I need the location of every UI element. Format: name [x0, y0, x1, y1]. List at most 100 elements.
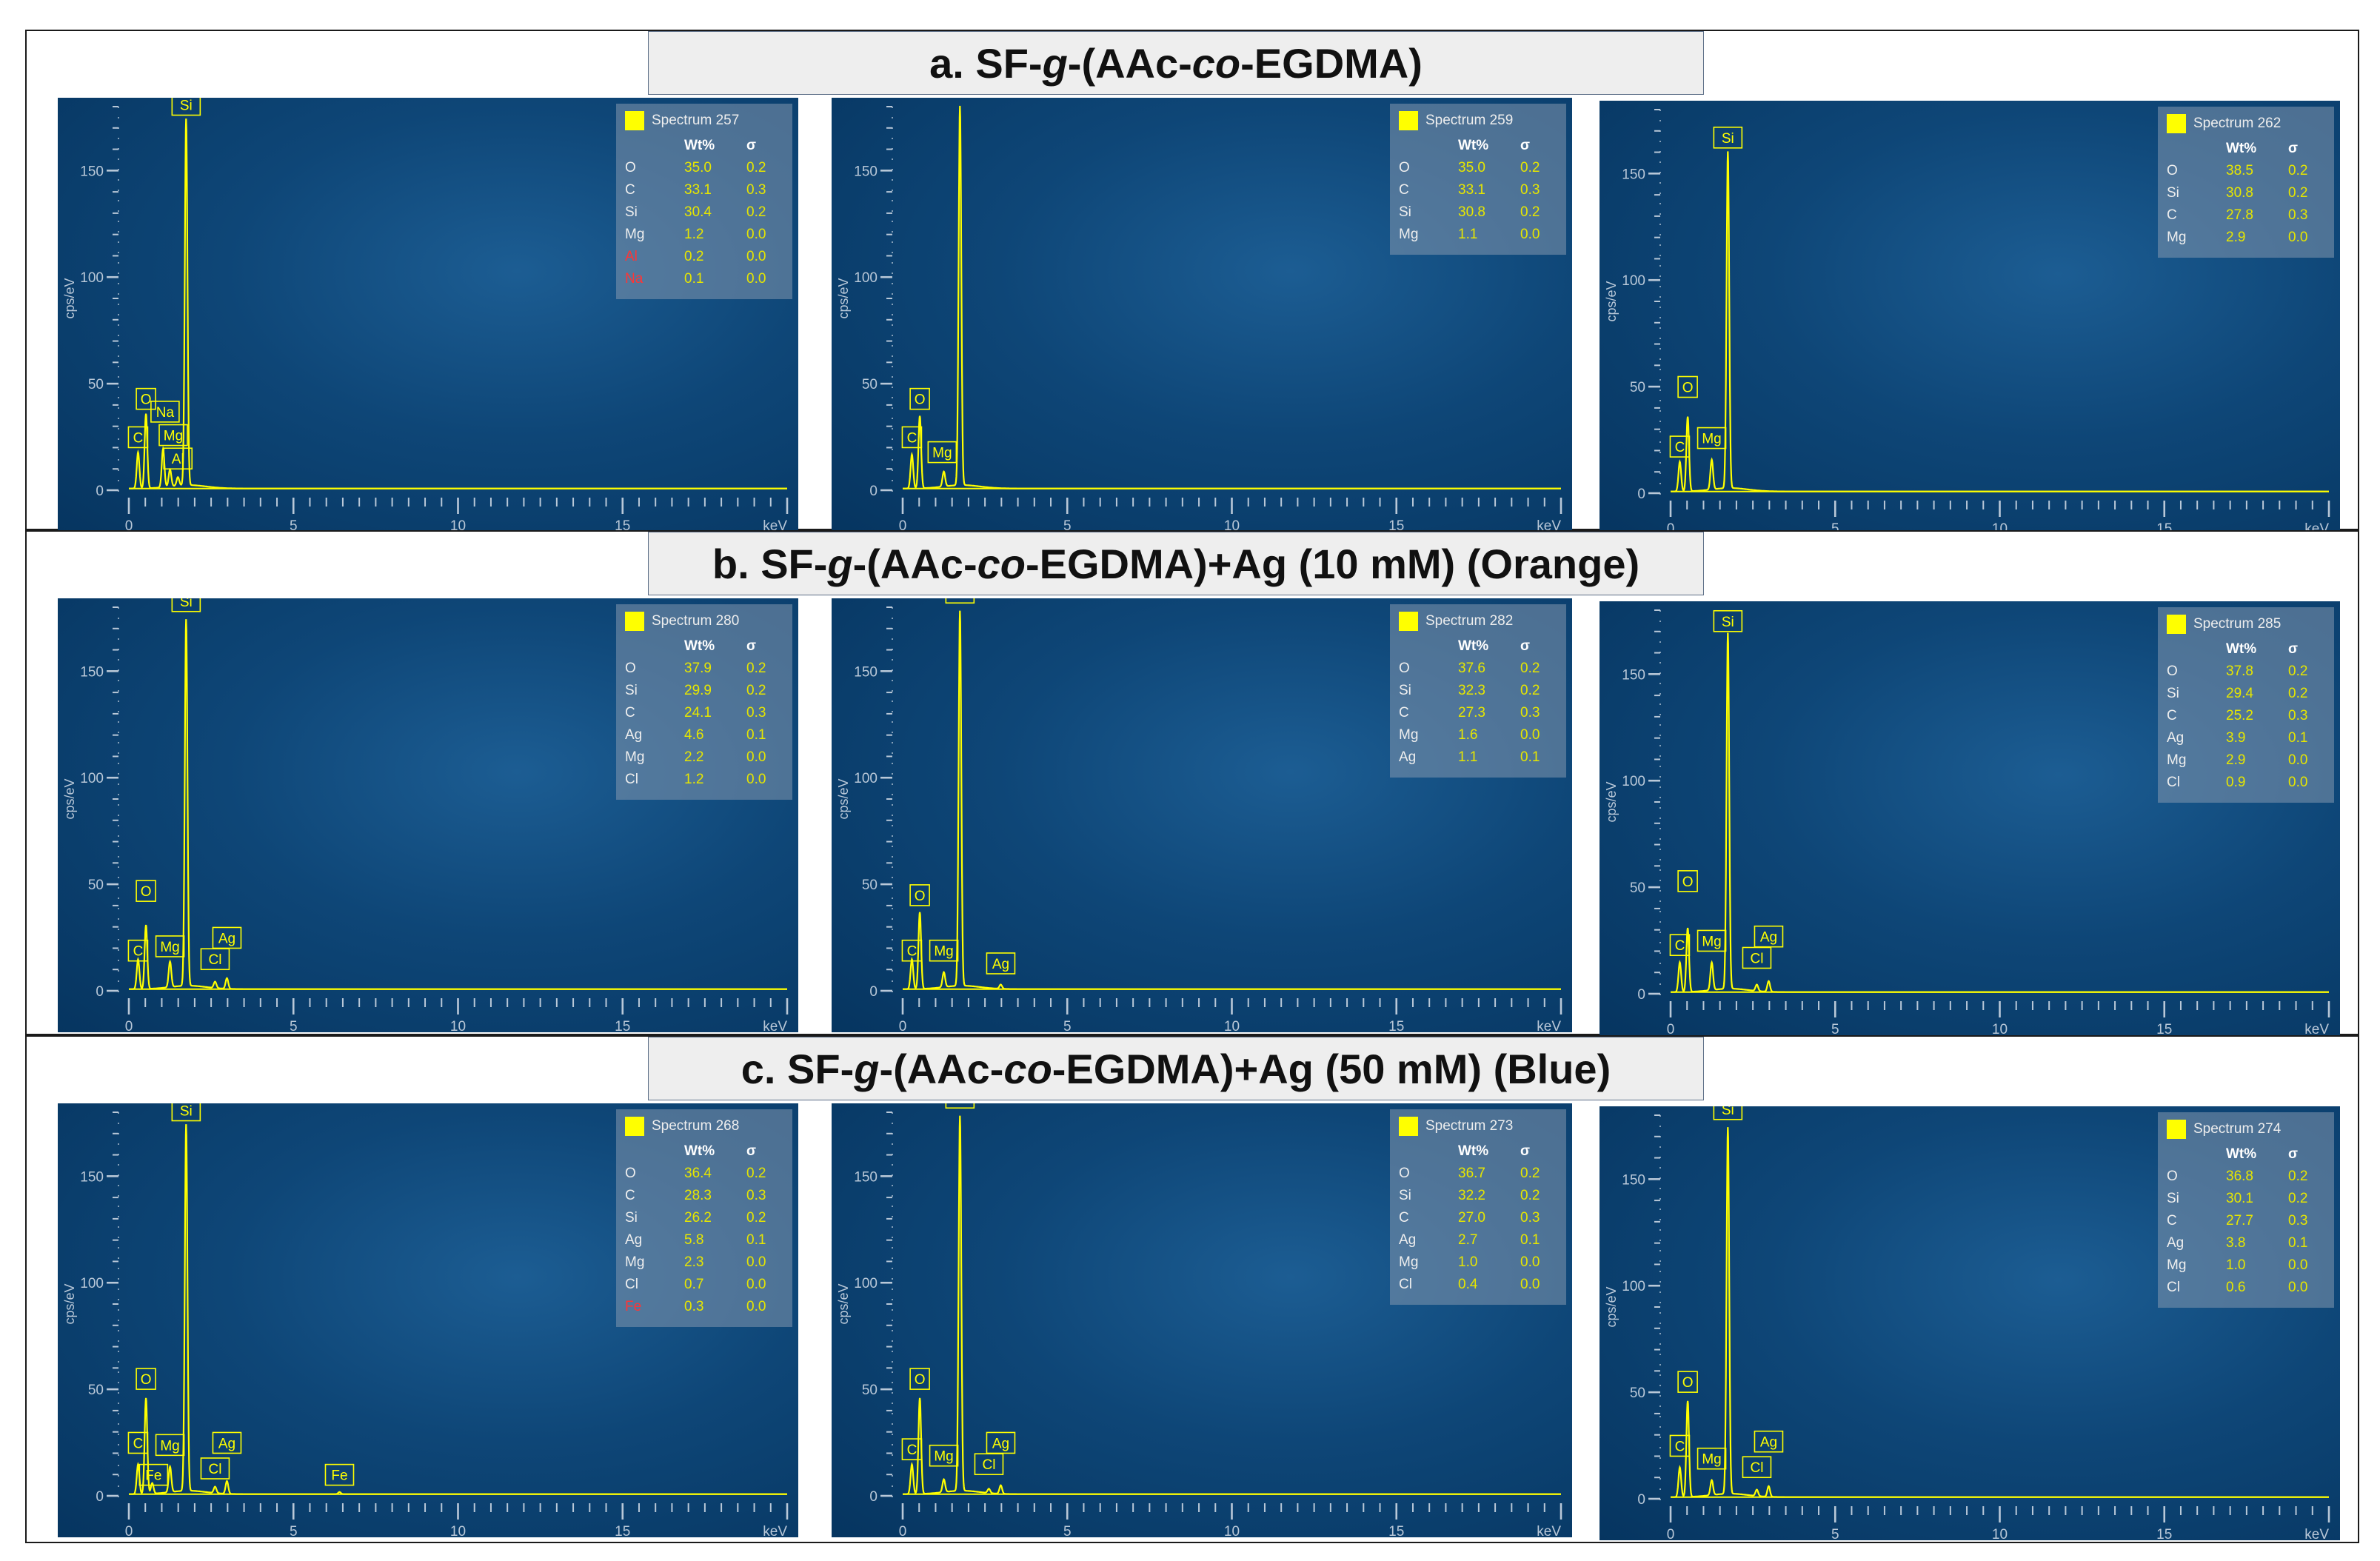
legend-sigma: 0.3: [1520, 1210, 1540, 1226]
legend-header-cell: Wt%: [2226, 141, 2257, 156]
legend-row: Ag 4.6 0.1: [625, 724, 783, 746]
y-tick-label: 100: [80, 771, 104, 786]
legend-wt: 1.1: [1458, 227, 1478, 242]
legend-wt: 38.5: [2226, 163, 2253, 178]
legend-sigma: 0.0: [2288, 230, 2308, 245]
legend-row: O 38.5 0.2: [2167, 160, 2325, 182]
peak-label-c: C: [127, 426, 149, 449]
spectrum-panel: 050100150cps/eV051015keVOCMgClAgSiSpectr…: [832, 1103, 1572, 1537]
legend-swatch: [2167, 1120, 2186, 1139]
peak-label-c: C: [127, 939, 149, 962]
legend-element: Si: [1399, 204, 1411, 220]
legend-row: C 24.1 0.3: [625, 702, 783, 724]
peak-label-mg: Mg: [929, 939, 959, 962]
legend-sigma: 0.2: [2288, 1191, 2308, 1206]
peak-label-text: Si: [180, 1104, 193, 1120]
legend-column-header: Wt% σ: [2167, 638, 2325, 661]
peak-label-o: O: [909, 387, 930, 410]
legend-swatch: [1399, 111, 1418, 130]
title-segment: g: [1042, 40, 1068, 87]
legend-header-cell: σ: [2288, 641, 2298, 657]
legend-sigma: 0.0: [746, 772, 766, 787]
legend-header: Spectrum 282: [1399, 612, 1557, 631]
legend-wt: 1.0: [1458, 1254, 1478, 1270]
legend-row: Mg 2.9 0.0: [2167, 749, 2325, 772]
legend-header: Spectrum 274: [2167, 1120, 2325, 1139]
legend-row: Mg 2.9 0.0: [2167, 227, 2325, 249]
y-axis-label: cps/eV: [1604, 281, 1619, 321]
legend-row: Si 29.9 0.2: [625, 680, 783, 702]
peak-label-box: [1697, 1447, 1727, 1470]
y-tick-label: 150: [80, 164, 104, 179]
legend-sigma: 0.0: [2288, 752, 2308, 768]
row-c: c. SF-g-(AAc-co-EGDMA)+Ag (50 mM) (Blue)…: [25, 1035, 2359, 1543]
x-tick-label: 10: [450, 1019, 466, 1032]
legend-header-cell: σ: [746, 138, 756, 153]
legend-row: Ag 5.8 0.1: [625, 1229, 783, 1251]
legend-header: Spectrum 259: [1399, 111, 1557, 130]
title-segment: co: [977, 541, 1026, 587]
legend-element: Ag: [2167, 1235, 2185, 1251]
legend-row: C 27.8 0.3: [2167, 204, 2325, 227]
legend-row: C 33.1 0.3: [625, 179, 783, 201]
title-segment: co: [1003, 1046, 1052, 1092]
legend-wt: 24.1: [684, 705, 712, 721]
x-tick-label: 0: [125, 518, 133, 532]
peak-label-mg: Mg: [1697, 929, 1727, 952]
x-tick-label: 15: [1388, 1019, 1404, 1032]
x-tick-label: 15: [2156, 1527, 2172, 1540]
peak-label-text: Ag: [992, 1436, 1009, 1451]
peak-label-text: Mg: [1702, 934, 1721, 949]
legend-element: Si: [2167, 1191, 2179, 1206]
legend-sigma: 0.2: [2288, 663, 2308, 679]
y-axis-label: cps/eV: [62, 278, 77, 318]
y-axis-label: cps/eV: [1604, 781, 1619, 822]
legend-row: Si 30.4 0.2: [625, 201, 783, 224]
legend-column-header: Wt% σ: [1399, 1140, 1557, 1163]
peak-label-box: [1677, 1371, 1698, 1393]
peak-label-o: O: [909, 1368, 930, 1390]
legend-wt: 30.1: [2226, 1191, 2253, 1206]
title-segment: -EGDMA)+Ag (50 mM) (Blue): [1052, 1046, 1611, 1092]
y-tick-label: 100: [854, 270, 878, 286]
peak-label-text: O: [141, 392, 152, 408]
legend-header-cell: σ: [1520, 138, 1530, 153]
peak-label-si: Si: [945, 598, 975, 604]
peak-label-box: [150, 401, 180, 423]
peak-label-box: [136, 880, 156, 902]
spectrum-plot: 0 50 100 150 cps/eV 0 5 10 15 keV O C Mg Ag Si: [836, 598, 1562, 1032]
legend-row: Si 30.8 0.2: [2167, 182, 2325, 204]
legend-sigma: 0.0: [1520, 227, 1540, 242]
legend-sigma: 0.2: [746, 204, 766, 220]
peak-label-text: Fe: [145, 1468, 161, 1484]
x-tick-label: 5: [290, 518, 298, 532]
spectrum-legend: Spectrum 268 Wt% σ O 36.4 0.2 C 28.3 0.3 Si 26.2 0.…: [616, 1109, 792, 1327]
peak-label-box: [909, 1368, 930, 1390]
legend-wt: 0.1: [684, 271, 704, 287]
peak-label-c: C: [901, 426, 923, 449]
legend-wt: 2.9: [2226, 752, 2246, 768]
peak-label-mg: Mg: [1697, 427, 1727, 449]
legend-row: Si 29.4 0.2: [2167, 683, 2325, 705]
legend-wt: 4.6: [684, 727, 704, 743]
legend-sigma: 0.0: [1520, 1254, 1540, 1270]
peak-label-box: [136, 1368, 156, 1390]
legend-sigma: 0.1: [1520, 749, 1540, 765]
legend-row: Si 30.1 0.2: [2167, 1188, 2325, 1210]
legend-wt: 30.8: [1458, 204, 1485, 220]
legend-row: Si 26.2 0.2: [625, 1207, 783, 1229]
legend-sigma: 0.2: [746, 160, 766, 176]
legend-wt: 27.0: [1458, 1210, 1485, 1226]
x-tick-label: 5: [1063, 1019, 1072, 1032]
legend-row: C 27.7 0.3: [2167, 1210, 2325, 1232]
legend-element: Mg: [2167, 1257, 2187, 1273]
title-segment: -EGDMA): [1240, 40, 1423, 87]
title-segment: -(AAc-: [852, 541, 977, 587]
peak-label-box: [158, 424, 188, 447]
legend-element: O: [2167, 1169, 2178, 1184]
row-b: b. SF-g-(AAc-co-EGDMA)+Ag (10 mM) (Orang…: [25, 530, 2359, 1035]
peak-label-box: [1669, 435, 1691, 458]
peak-label-o: O: [1677, 870, 1698, 892]
